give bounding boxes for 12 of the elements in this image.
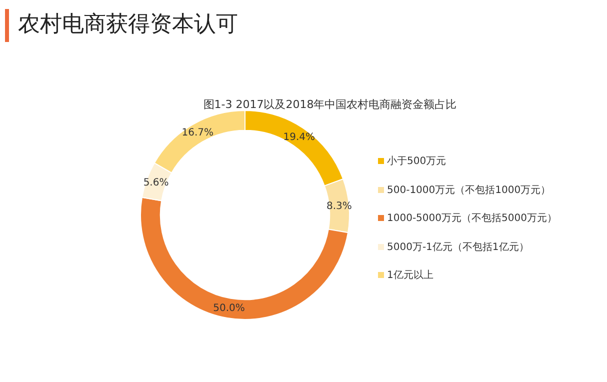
data-label: 16.7% [182,128,214,139]
chart-title: 农村电商获得资本认可 [18,11,238,39]
data-label: 5.6% [143,178,169,189]
legend-label: 5000万-1亿元（不包括1亿元） [387,240,529,254]
chart-subtitle: 图1-3 2017以及2018年中国农村电商融资金额占比 [202,97,458,112]
legend-label: 1000-5000万元（不包括5000万元） [387,212,557,225]
data-label: 8.3% [326,200,352,212]
legend-label: 500-1000万元（不包括1000万元） [387,184,551,196]
legend-label: 小于500万元 [387,154,446,168]
legend-label: 1亿元以上 [387,268,434,282]
data-label: 50.0% [213,302,245,314]
data-label: 19.4% [283,132,316,144]
